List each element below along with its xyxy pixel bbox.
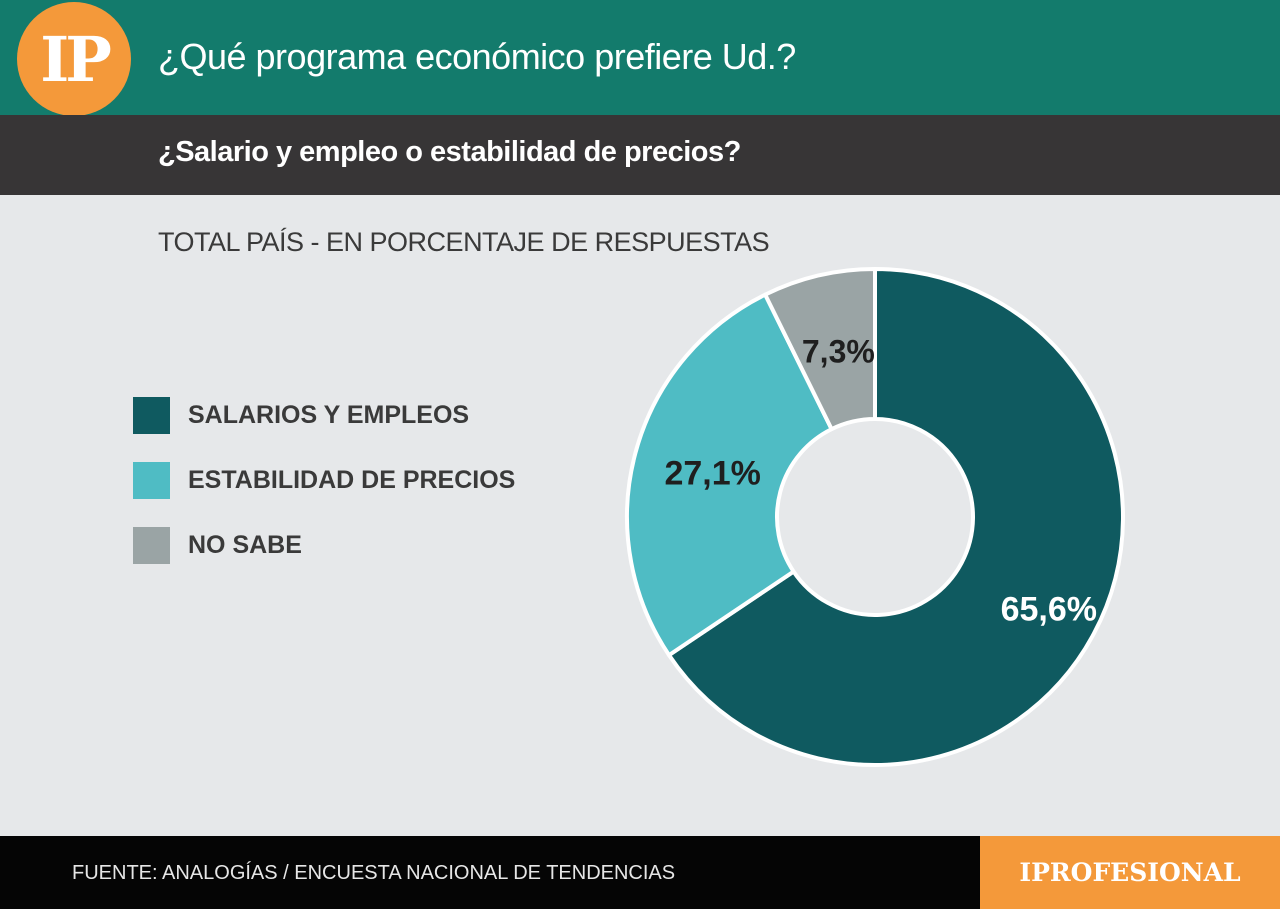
legend-label: SALARIOS Y EMPLEOS bbox=[188, 401, 470, 429]
page-subtitle: ¿Salario y empleo o estabilidad de preci… bbox=[158, 136, 741, 168]
slice-label-estabilidad: 27,1% bbox=[664, 455, 760, 493]
slice-no-sabe bbox=[763, 267, 877, 432]
chart-title: TOTAL PAÍS - EN PORCENTAJE DE RESPUESTAS bbox=[158, 227, 770, 257]
slice-label-salarios: 65,6% bbox=[1001, 591, 1097, 629]
footer-bar bbox=[0, 836, 980, 909]
legend-swatch bbox=[133, 397, 170, 434]
brand-name: IPROFESIONAL bbox=[1019, 858, 1241, 887]
brand-box: IPROFESIONAL bbox=[980, 836, 1280, 909]
legend-label: ESTABILIDAD DE PRECIOS bbox=[188, 466, 516, 494]
slice-label-no-sabe: 7,3% bbox=[802, 333, 875, 369]
donut-chart: 65,6% 27,1% 7,3% bbox=[625, 267, 1125, 767]
legend-swatch bbox=[133, 462, 170, 499]
legend-swatch bbox=[133, 527, 170, 564]
subheader-bar bbox=[0, 115, 1280, 195]
legend-item-estabilidad: ESTABILIDAD DE PRECIOS bbox=[133, 448, 515, 513]
source-note: FUENTE: ANALOGÍAS / ENCUESTA NACIONAL DE… bbox=[72, 862, 676, 884]
legend-label: NO SABE bbox=[188, 531, 302, 559]
page-title: ¿Qué programa económico prefiere Ud.? bbox=[158, 36, 796, 77]
header-bar bbox=[0, 0, 1280, 115]
chart-legend: SALARIOS Y EMPLEOS ESTABILIDAD DE PRECIO… bbox=[133, 383, 515, 578]
legend-item-salarios: SALARIOS Y EMPLEOS bbox=[133, 383, 515, 448]
slice-estabilidad bbox=[625, 292, 834, 658]
legend-item-no-sabe: NO SABE bbox=[133, 513, 515, 578]
logo: IP bbox=[17, 2, 131, 116]
slice-salarios bbox=[667, 267, 1125, 767]
